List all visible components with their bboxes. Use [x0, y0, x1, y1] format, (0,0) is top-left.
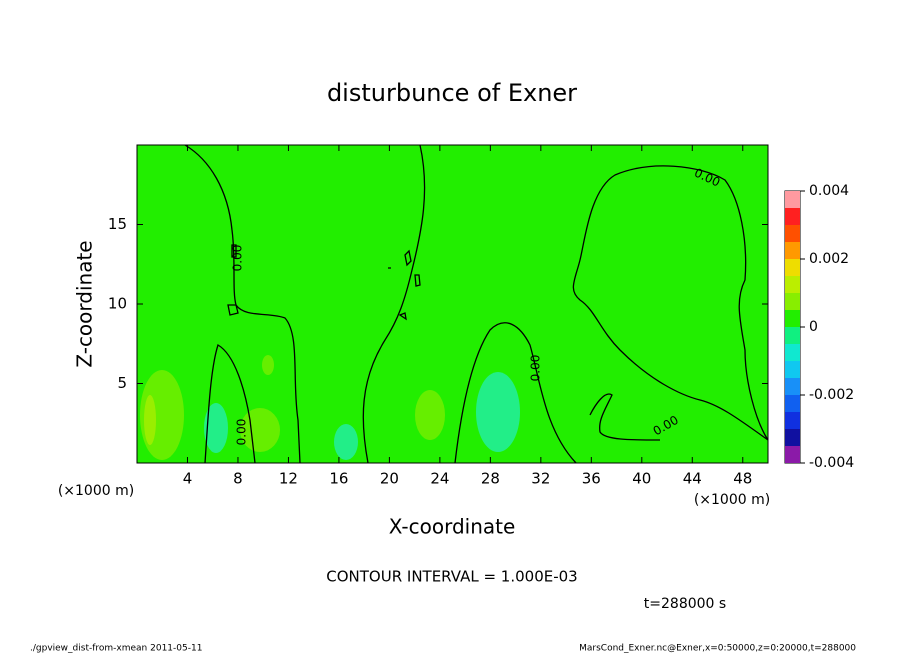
colorbar-tick-label: 0.002	[809, 251, 849, 267]
x-axis-title: X-coordinate	[389, 515, 516, 539]
colorbar-band	[785, 293, 800, 310]
contour-line	[227, 244, 421, 321]
contour-line	[589, 393, 661, 441]
field-patch	[415, 390, 445, 440]
x-tick-label: 12	[279, 470, 298, 488]
field-patch	[476, 372, 520, 452]
contour-line	[454, 322, 577, 464]
contour-line	[362, 144, 426, 464]
chart-title: disturbunce of Exner	[327, 79, 577, 107]
colorbar-band	[785, 242, 800, 259]
colorbar-band	[785, 276, 800, 293]
footer-right: MarsCond_Exner.nc@Exner,x=0:50000,z=0:20…	[579, 644, 856, 654]
field-background	[137, 145, 768, 463]
y-tick-label: 10	[108, 295, 127, 313]
x-tick-label: 8	[233, 470, 243, 488]
contour-label: 0.00	[231, 245, 245, 272]
colorbar-tick-label: 0.004	[809, 183, 849, 199]
x-unit-label: (×1000 m)	[694, 492, 770, 508]
contour-line	[204, 344, 256, 464]
x-tick-label: 28	[481, 470, 500, 488]
contour-interval: CONTOUR INTERVAL = 1.000E-03	[326, 568, 577, 586]
footer-left: ./gpview_dist-from-xmean 2011-05-11	[30, 644, 202, 654]
colorbar-tick-label: -0.004	[809, 455, 854, 471]
contour-label: 0.00	[235, 419, 249, 446]
y-tick-label: 15	[108, 215, 127, 233]
colorbar-band	[785, 191, 800, 208]
colorbar-band	[785, 361, 800, 378]
colorbar-band	[785, 429, 800, 446]
colorbar-band	[785, 310, 800, 327]
x-tick-label: 40	[632, 470, 651, 488]
y-tick-label: 5	[117, 374, 127, 392]
colorbar-band	[785, 259, 800, 276]
x-unit-label: (×1000 m)	[58, 483, 134, 499]
x-tick-label: 32	[531, 470, 550, 488]
contour-label: 0.00	[529, 355, 543, 382]
time-label: t=288000 s	[644, 596, 726, 612]
contour-lines	[184, 144, 769, 464]
x-tick-label: 48	[733, 470, 752, 488]
x-tick-label: 24	[430, 470, 449, 488]
colorbar-band	[785, 378, 800, 395]
contour-line	[572, 165, 769, 441]
y-axis-title: Z-coordinate	[73, 240, 97, 367]
colorbar-band	[785, 412, 800, 429]
x-tick-label: 4	[183, 470, 193, 488]
x-tick-label: 36	[582, 470, 601, 488]
colorbar-band	[785, 395, 800, 412]
colorbar-band	[785, 344, 800, 361]
x-tick-label: 16	[329, 470, 348, 488]
field-patch	[262, 355, 274, 375]
colorbar-band	[785, 446, 800, 463]
field-patch	[204, 403, 228, 453]
field-patch	[334, 424, 358, 460]
colorbar-band	[785, 327, 800, 344]
colorbar-band	[785, 208, 800, 225]
x-tick-label: 20	[380, 470, 399, 488]
field-patch	[144, 395, 156, 445]
colorbar-band	[785, 225, 800, 242]
colorbar-tick-label: 0	[809, 319, 818, 335]
colorbar-tick-label: -0.002	[809, 387, 854, 403]
x-tick-label: 44	[683, 470, 702, 488]
